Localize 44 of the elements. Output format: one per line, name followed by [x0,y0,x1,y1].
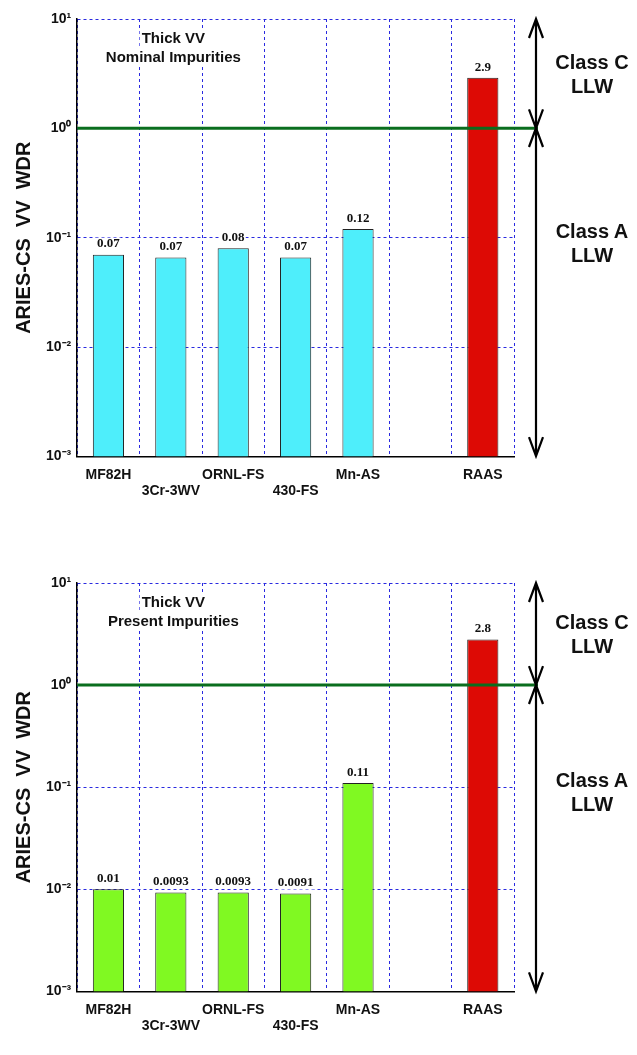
data-label: 0.01 [97,870,120,886]
x-tick-label: Mn-AS [335,1000,381,1017]
data-label: 0.08 [221,229,246,245]
x-tick-label: ORNL-FS [202,465,265,482]
x-tick-label: 430-FS [272,482,319,499]
y-tick-label: 10⁻² [46,337,72,354]
y-tick-label: 10¹ [51,9,72,26]
text: Class C LLW [554,610,630,659]
x-tick-label: RAAS [462,1000,503,1017]
x-tick-label: 3Cr-3WV [141,482,201,499]
data-label: 0.07 [284,238,308,254]
x-tick-label: 3Cr-3WV [141,1017,201,1034]
x-tick-label: RAAS [462,465,503,482]
y-tick-label: 10⁻³ [46,447,72,464]
y-tick-label: 10⁰ [50,119,72,136]
y-tick-label: 10⁻³ [46,982,72,999]
y-tick-label: 10⁻¹ [46,228,72,245]
data-label: 0.07 [159,238,183,254]
text: Class C LLW [554,49,630,98]
y-tick-label: 10⁰ [50,675,72,692]
x-tick-label: Mn-AS [335,465,381,482]
data-label: 0.11 [346,763,370,779]
x-tick-label: MF82H [85,1000,132,1017]
text: Present Impurities [107,612,239,629]
text: Thick VV [141,593,205,610]
data-label: 0.07 [97,235,121,251]
data-label: 0.0093 [215,873,252,889]
x-tick-label: MF82H [85,465,132,482]
text: Class A LLW [554,768,630,817]
x-tick-label: ORNL-FS [202,1000,265,1017]
data-label: 0.0091 [277,874,314,890]
y-tick-label: 10⁻² [46,880,72,897]
data-label: 0.12 [346,209,370,225]
y-tick-label: 10¹ [51,573,72,590]
data-label: 2.8 [474,620,492,636]
text: Thick VV [141,29,205,46]
text: Class A LLW [554,219,630,268]
data-label: 2.9 [474,58,492,74]
text: Nominal Impurities [105,48,241,65]
y-tick-label: 10⁻¹ [46,778,72,795]
y-axis-title: ARIES-CS VV WDR [11,141,34,334]
data-label: 0.0093 [152,873,190,889]
y-axis-title: ARIES-CS VV WDR [11,690,34,884]
x-tick-label: 430-FS [272,1017,319,1034]
